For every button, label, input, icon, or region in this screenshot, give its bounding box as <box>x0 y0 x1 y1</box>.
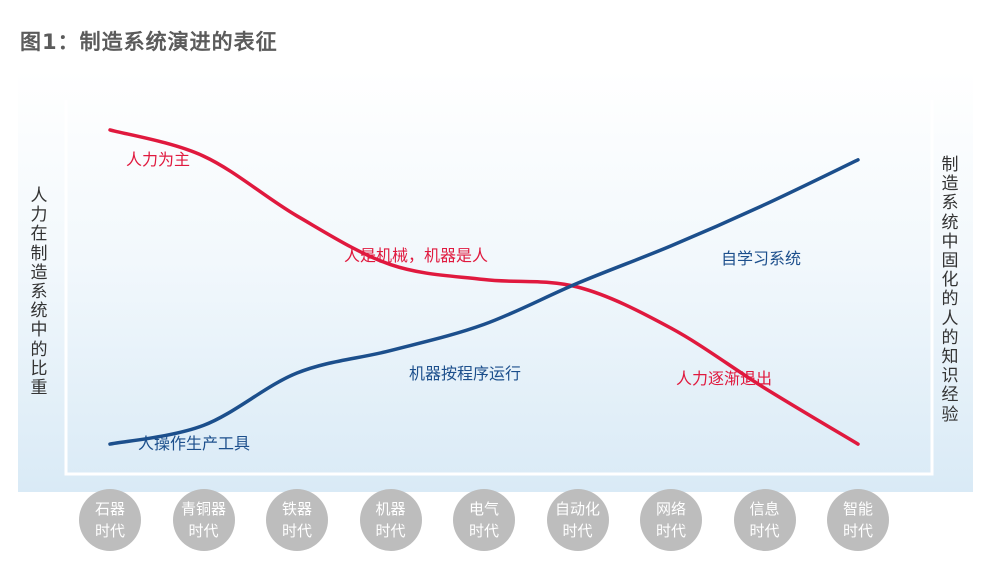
annotation-label: 人是机械，机器是人 <box>344 246 488 265</box>
era-category-label: 石器 时代 <box>79 489 141 551</box>
series-blue-line <box>108 158 860 446</box>
series-red-line <box>108 128 860 446</box>
chart-title: 图1：制造系统演进的表征 <box>20 30 278 54</box>
annotation-label: 人力逐渐退出 <box>676 369 772 388</box>
left-axis-label: 人力在制造系统中的比重 <box>30 186 48 399</box>
era-category-label: 自动化 时代 <box>546 489 609 551</box>
era-category-label: 智能 时代 <box>827 489 889 551</box>
era-category-label: 机器 时代 <box>359 489 422 551</box>
era-category-label: 信息 时代 <box>733 489 796 551</box>
era-category-label: 青铜器 时代 <box>172 489 235 551</box>
era-category-label: 电气 时代 <box>453 489 515 551</box>
annotation-label: 自学习系统 <box>721 249 801 268</box>
annotation-label: 机器按程序运行 <box>409 364 521 383</box>
annotation-label: 人力为主 <box>126 150 190 169</box>
annotation-label: 人操作生产工具 <box>138 434 250 453</box>
era-category-label: 铁器 时代 <box>266 489 328 551</box>
era-category-label: 网络 时代 <box>640 489 702 551</box>
right-axis-label: 制造系统中固化的人的知识经验 <box>941 155 959 425</box>
plot-frame <box>64 100 934 476</box>
